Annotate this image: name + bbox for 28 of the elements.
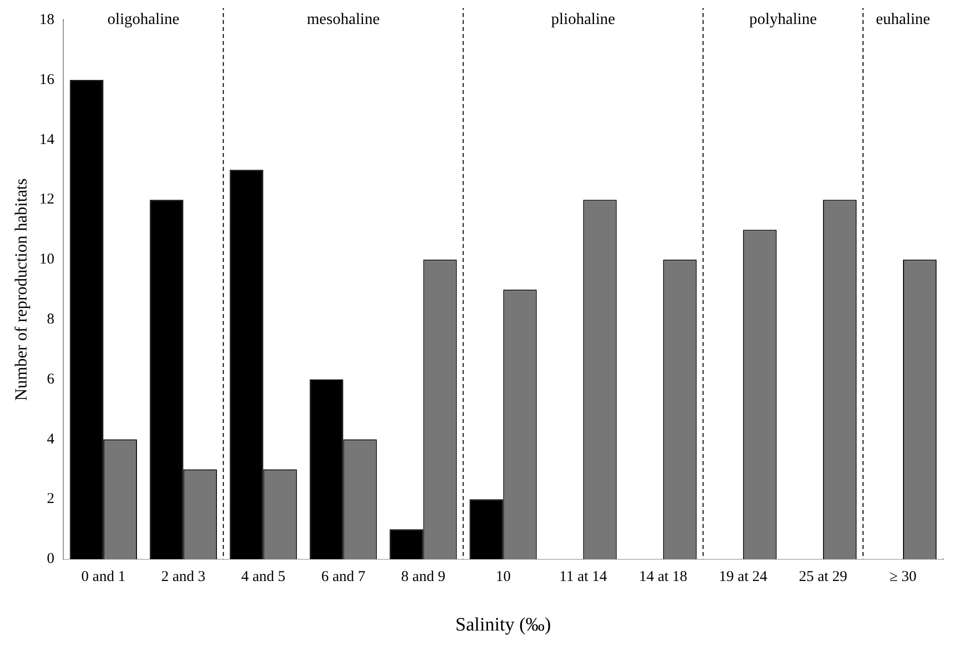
x-tick-label: 25 at 29 [798, 569, 848, 586]
band-label: mesohaline [306, 11, 380, 28]
y-tick-label: 18 [39, 12, 54, 28]
y-tick-label: 16 [39, 72, 55, 88]
y-tick-label: 0 [46, 551, 54, 568]
x-tick-label: ≥ 30 [890, 569, 917, 586]
band-label: oligohaline [107, 11, 180, 28]
x-tick-label: 19 at 24 [718, 569, 768, 586]
x-tick-label: 6 and 7 [321, 569, 366, 586]
x-axis-title: Salinity (‰) [455, 614, 551, 636]
y-tick-label: 10 [39, 252, 54, 268]
y-tick-label: 4 [46, 431, 55, 448]
y-axis-title: Number of reproduction habitats [12, 178, 31, 401]
x-tick-label: 11 at 14 [559, 569, 608, 586]
y-tick-label: 14 [39, 132, 55, 148]
x-tick-label: 2 and 3 [161, 569, 206, 586]
x-tick-label: 14 at 18 [638, 569, 688, 586]
x-tick-label: 0 and 1 [81, 569, 126, 586]
y-tick-label: 8 [46, 311, 54, 328]
band-label: polyhaline [749, 11, 817, 28]
band-label: euhaline [876, 11, 930, 28]
x-tick-label: 8 and 9 [401, 569, 446, 586]
band-label: pliohaline [551, 11, 616, 28]
y-tick-label: 6 [46, 371, 55, 388]
y-tick-label: 12 [39, 192, 54, 208]
x-tick-label: 10 [496, 569, 511, 586]
y-tick-label: 2 [46, 491, 54, 508]
x-tick-label: 4 and 5 [241, 569, 286, 586]
